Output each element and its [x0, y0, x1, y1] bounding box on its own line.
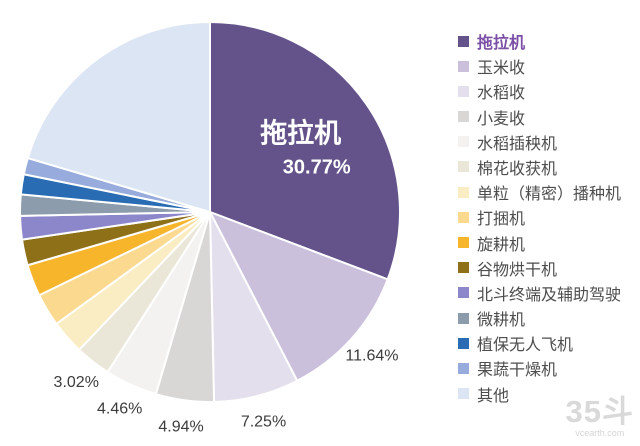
- legend-swatch-icon: [458, 161, 469, 173]
- legend-item-label: 水稻收: [477, 85, 526, 103]
- legend-swatch-icon: [458, 337, 469, 349]
- watermark-domain: vcearth.com: [575, 428, 625, 438]
- watermark: 35斗 vcearth.com: [566, 396, 634, 438]
- legend-item: 单粒（精密）播种机: [458, 183, 622, 204]
- legend-item-label: 谷物烘干机: [477, 261, 558, 279]
- legend-item: 玉米收: [458, 57, 621, 78]
- legend-item: 谷物烘干机: [458, 259, 621, 279]
- legend-swatch-icon: [458, 312, 469, 324]
- legend-item: 拖拉机: [458, 32, 621, 52]
- legend-item-label: 微耕机: [477, 312, 526, 330]
- legend-item: 其他: [458, 385, 621, 405]
- slice-pct-label: 4.46%: [97, 401, 142, 418]
- legend-swatch-icon: [458, 136, 469, 148]
- legend-item-label: 小麦收: [477, 110, 526, 128]
- slice-pct-label: 7.25%: [241, 414, 286, 431]
- pie-slice: [209, 21, 401, 281]
- legend-item-label: 果蔬干燥机: [477, 362, 558, 380]
- legend-item-label: 水稻插秧机: [477, 135, 558, 153]
- legend-item-label: 单粒（精密）播种机: [477, 186, 622, 204]
- legend-item: 小麦收: [458, 108, 621, 128]
- legend-swatch-icon: [458, 60, 469, 72]
- pie-slice: [26, 21, 211, 213]
- legend-swatch-icon: [458, 287, 469, 299]
- legend-item: 北斗终端及辅助驾驶: [458, 284, 622, 304]
- slice-pct-label: 11.64%: [345, 348, 398, 365]
- legend-item-label: 玉米收: [477, 60, 526, 78]
- pie-chart: 拖拉机 30.77% 11.64% 7.25% 4.94% 4.46% 3.02%: [19, 21, 401, 435]
- legend-item-label: 北斗终端及辅助驾驶: [477, 286, 622, 304]
- legend-swatch-icon: [458, 111, 469, 123]
- legend-item: 打捆机: [458, 208, 621, 229]
- slice-pct-label: 3.02%: [54, 374, 99, 391]
- chart-legend: 拖拉机玉米收水稻收小麦收水稻插秧机棉花收获机单粒（精密）播种机 打捆机旋耕机谷物烘…: [458, 32, 622, 405]
- slice-pct-label: 4.94%: [158, 418, 203, 435]
- legend-swatch-icon: [458, 211, 469, 223]
- legend-swatch-icon: [458, 85, 469, 97]
- legend-item: 水稻收: [458, 82, 621, 103]
- legend-item-label: 植保无人飞机: [477, 337, 574, 355]
- legend-item-label: 旋耕机: [477, 236, 526, 254]
- slice-pct-label: 30.77%: [283, 157, 351, 179]
- legend-swatch-icon: [458, 237, 469, 248]
- legend-item-label: 打捆机: [477, 211, 526, 229]
- legend-item: 棉花收获机: [458, 158, 621, 178]
- legend-item-label: 拖拉机: [477, 35, 526, 52]
- legend-item: 植保无人飞机: [458, 334, 621, 355]
- legend-item-label: 其他: [477, 387, 510, 405]
- slice-name-label: 拖拉机: [260, 118, 341, 149]
- legend-item: 果蔬干燥机: [458, 359, 621, 380]
- legend-swatch-icon: [458, 35, 469, 47]
- legend-item-label: 棉花收获机: [477, 160, 558, 178]
- legend-swatch-icon: [458, 262, 469, 274]
- legend-swatch-icon: [458, 362, 469, 374]
- legend-item: 旋耕机: [458, 234, 621, 254]
- watermark-brand: 35斗: [565, 394, 634, 429]
- legend-swatch-icon: [458, 186, 469, 198]
- legend-item: 微耕机: [458, 309, 621, 330]
- legend-swatch-icon: [458, 388, 469, 400]
- pie-slice: [209, 211, 389, 382]
- legend-item: 水稻插秧机: [458, 133, 621, 153]
